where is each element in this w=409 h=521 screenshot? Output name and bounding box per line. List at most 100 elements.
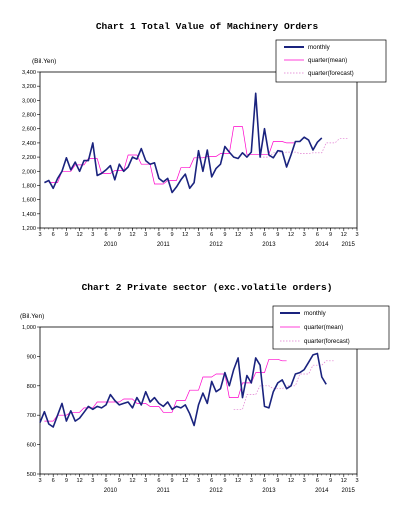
y-tick-label: 2,800 bbox=[22, 113, 36, 119]
series-line-quarter-forecast bbox=[260, 138, 349, 158]
y-tick-label: 2,200 bbox=[22, 155, 36, 161]
x-tick-label: 3 bbox=[250, 478, 253, 484]
chart-1-axes: 1,200 1,400 1,600 1,800 2,000 2,200 2,400 2,600… bbox=[22, 70, 359, 248]
y-tick-label: 600 bbox=[27, 443, 36, 449]
x-tick-label: 6 bbox=[104, 232, 107, 238]
x-tick-label: 9 bbox=[171, 478, 174, 484]
y-tick-label: 1,200 bbox=[22, 226, 36, 232]
chart-1-title: Chart 1 Total Value of Machinery Orders bbox=[96, 21, 319, 32]
y-tick-label: 900 bbox=[27, 354, 36, 360]
chart-2-legend: monthly quarter(mean) quarter(forecast) bbox=[272, 305, 390, 350]
x-year-label: 2010 bbox=[104, 242, 118, 248]
x-tick-label: 3 bbox=[38, 232, 41, 238]
x-tick-label: 3 bbox=[355, 478, 358, 484]
chart-2-legend-mean: quarter(mean) bbox=[304, 324, 343, 331]
x-tick-label: 12 bbox=[235, 478, 241, 484]
x-tick-label: 12 bbox=[129, 232, 135, 238]
x-year-label: 2014 bbox=[315, 488, 329, 494]
y-tick-label: 3,200 bbox=[22, 84, 36, 90]
y-tick-label: 1,400 bbox=[22, 212, 36, 218]
x-tick-label: 9 bbox=[118, 232, 121, 238]
chart-2-title: Chart 2 Private sector (exc.volatile ord… bbox=[82, 282, 333, 293]
x-tick-label: 3 bbox=[303, 478, 306, 484]
x-tick-label: 3 bbox=[197, 232, 200, 238]
x-year-label: 2013 bbox=[262, 488, 276, 494]
x-tick-label: 6 bbox=[157, 232, 160, 238]
x-tick-label: 6 bbox=[104, 478, 107, 484]
chart-2-legend-forecast: quarter(forecast) bbox=[304, 338, 350, 345]
series-line-quarter-mean bbox=[48, 126, 296, 185]
x-tick-label: 3 bbox=[91, 478, 94, 484]
x-tick-label: 6 bbox=[316, 478, 319, 484]
x-tick-label: 12 bbox=[341, 232, 347, 238]
x-year-label: 2011 bbox=[157, 242, 171, 248]
x-year-label: 2011 bbox=[157, 488, 171, 494]
x-tick-label: 12 bbox=[235, 232, 241, 238]
chart-2-y-unit: (Bil.Yen) bbox=[20, 313, 44, 320]
x-tick-label: 9 bbox=[223, 478, 226, 484]
chart-1-series bbox=[44, 92, 349, 194]
x-tick-label: 3 bbox=[303, 232, 306, 238]
y-tick-label: 3,400 bbox=[22, 70, 36, 76]
series-line-quarter-forecast bbox=[233, 360, 335, 410]
series-line-quarter-mean bbox=[44, 358, 287, 422]
x-tick-label: 12 bbox=[129, 478, 135, 484]
x-tick-label: 6 bbox=[52, 232, 55, 238]
x-tick-label: 12 bbox=[341, 478, 347, 484]
y-tick-label: 1,600 bbox=[22, 198, 36, 204]
x-tick-label: 3 bbox=[91, 232, 94, 238]
chart-1-legend-monthly: monthly bbox=[308, 44, 331, 51]
y-tick-label: 700 bbox=[27, 413, 36, 419]
x-tick-label: 12 bbox=[77, 478, 83, 484]
x-tick-label: 3 bbox=[144, 232, 147, 238]
x-tick-label: 3 bbox=[197, 478, 200, 484]
x-year-label: 2012 bbox=[209, 242, 223, 248]
y-tick-label: 800 bbox=[27, 384, 36, 390]
y-tick-label: 1,000 bbox=[22, 325, 36, 331]
x-tick-label: 9 bbox=[171, 232, 174, 238]
x-tick-label: 12 bbox=[182, 478, 188, 484]
x-year-label: 2010 bbox=[104, 488, 118, 494]
x-tick-label: 3 bbox=[250, 232, 253, 238]
y-tick-label: 1,800 bbox=[22, 183, 36, 189]
chart-2-legend-monthly: monthly bbox=[304, 310, 327, 317]
x-year-label: 2012 bbox=[209, 488, 223, 494]
series-line-monthly bbox=[44, 92, 323, 194]
chart-1-y-unit: (Bil.Yen) bbox=[32, 58, 56, 65]
x-year-label: 2014 bbox=[315, 242, 329, 248]
x-tick-label: 12 bbox=[182, 232, 188, 238]
x-tick-label: 9 bbox=[65, 478, 68, 484]
x-year-label: 2015 bbox=[342, 488, 356, 494]
x-tick-label: 12 bbox=[288, 232, 294, 238]
chart-2: Chart 2 Private sector (exc.volatile ord… bbox=[20, 282, 390, 494]
x-tick-label: 3 bbox=[144, 478, 147, 484]
x-tick-label: 6 bbox=[263, 478, 266, 484]
x-tick-label: 12 bbox=[288, 478, 294, 484]
chart-1-legend-forecast: quarter(forecast) bbox=[308, 70, 354, 77]
y-tick-label: 2,400 bbox=[22, 141, 36, 147]
chart-1-legend-mean: quarter(mean) bbox=[308, 57, 347, 64]
x-tick-label: 9 bbox=[118, 478, 121, 484]
x-year-label: 2015 bbox=[342, 242, 356, 248]
x-year-label: 2013 bbox=[262, 242, 276, 248]
x-tick-label: 9 bbox=[276, 232, 279, 238]
series-line-monthly bbox=[39, 352, 327, 428]
x-tick-label: 9 bbox=[223, 232, 226, 238]
x-tick-label: 3 bbox=[38, 478, 41, 484]
y-tick-label: 2,600 bbox=[22, 127, 36, 133]
chart-1: Chart 1 Total Value of Machinery Orders … bbox=[22, 21, 387, 248]
x-tick-label: 6 bbox=[52, 478, 55, 484]
y-tick-label: 3,000 bbox=[22, 98, 36, 104]
y-tick-label: 2,000 bbox=[22, 169, 36, 175]
x-tick-label: 6 bbox=[263, 232, 266, 238]
x-tick-label: 3 bbox=[355, 232, 358, 238]
x-tick-label: 9 bbox=[276, 478, 279, 484]
x-tick-label: 9 bbox=[329, 478, 332, 484]
x-tick-label: 9 bbox=[329, 232, 332, 238]
chart-1-legend: monthly quarter(mean) quarter(forecast) bbox=[275, 39, 387, 83]
x-tick-label: 6 bbox=[210, 232, 213, 238]
x-tick-label: 9 bbox=[65, 232, 68, 238]
y-tick-label: 500 bbox=[27, 472, 36, 478]
x-tick-label: 6 bbox=[210, 478, 213, 484]
